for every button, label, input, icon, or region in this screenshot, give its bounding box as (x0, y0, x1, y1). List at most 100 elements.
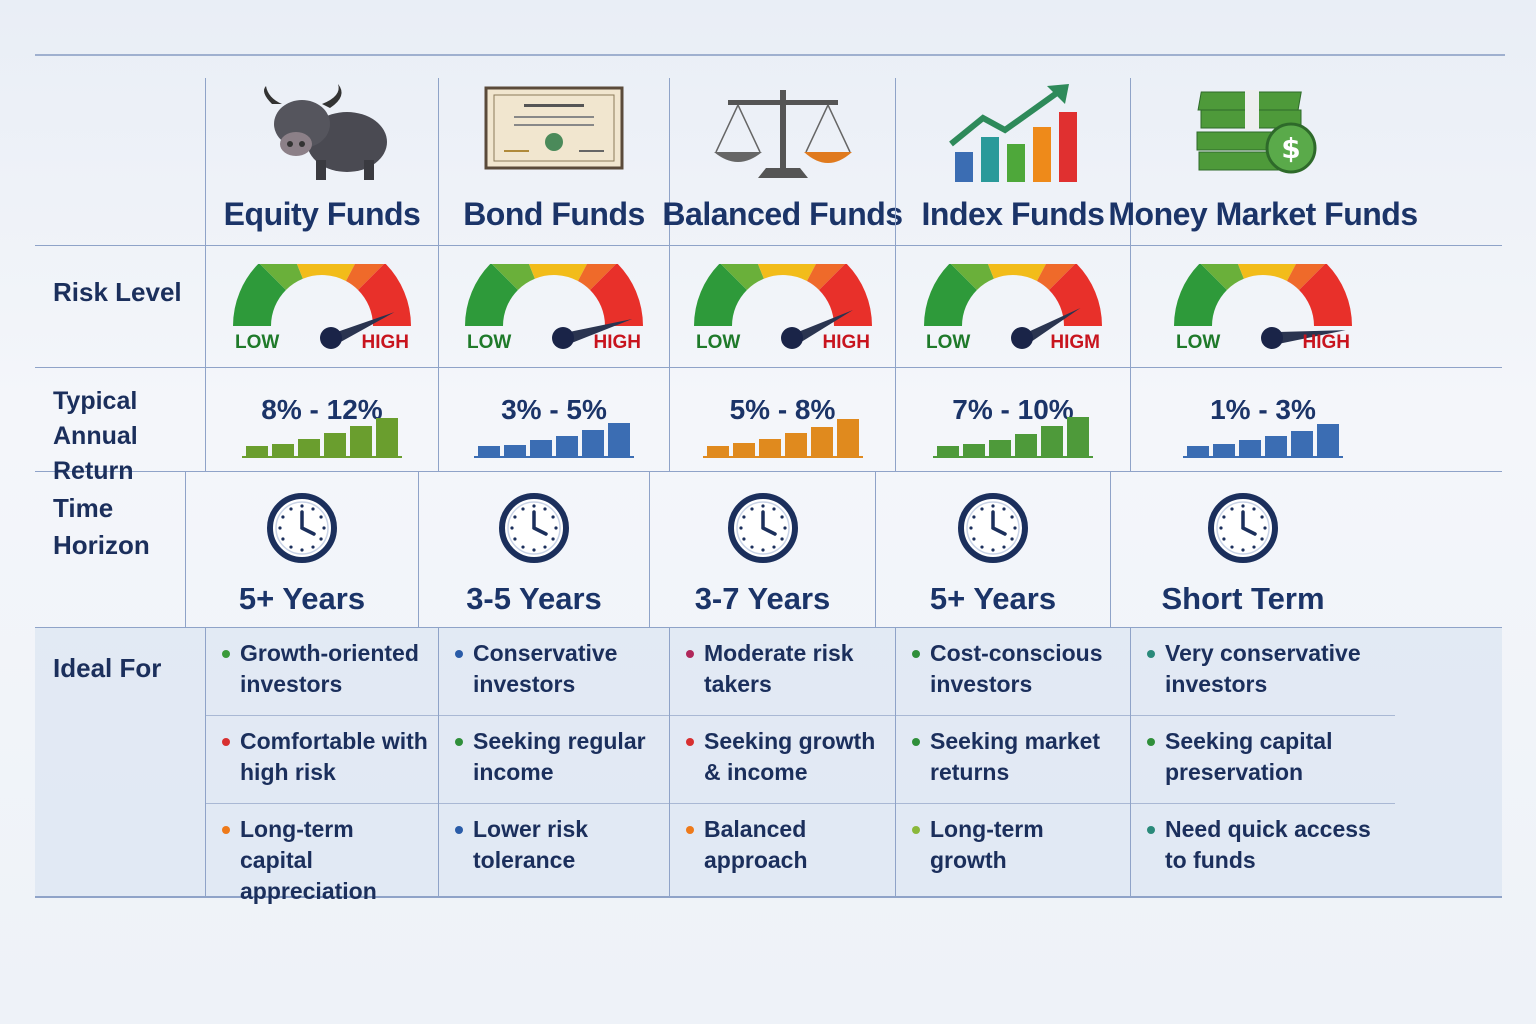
return-bar (1067, 417, 1089, 456)
bullet-icon (912, 826, 920, 834)
time-horizon-value: 3-5 Years (466, 581, 602, 616)
time-cell: 3-7 Years (649, 472, 875, 627)
bull-icon (252, 82, 392, 187)
bullet-icon (686, 826, 694, 834)
ideal-item-text: Long-term growth (930, 816, 1044, 873)
ideal-item-text: Very conservative investors (1165, 640, 1361, 697)
ideal-cell: Cost-conscious investors Seeking market r… (895, 628, 1130, 896)
fund-title: Money Market Funds (1108, 196, 1418, 232)
risk-gauge: LOW HIGH (465, 264, 643, 353)
ideal-item-text: Cost-conscious investors (930, 640, 1103, 697)
gauge-segment (805, 264, 845, 291)
fund-title: Equity Funds (223, 196, 421, 232)
gauge-segment (1201, 264, 1245, 291)
return-bar (324, 433, 346, 456)
ideal-cell: Moderate risk takers Seeking growth & inc… (669, 628, 895, 896)
ideal-item: Seeking regular income (439, 716, 669, 804)
clock-icon (1207, 492, 1279, 569)
return-bar (1265, 436, 1287, 456)
return-bar (1187, 446, 1209, 456)
time-cell: 3-5 Years (418, 472, 649, 627)
time-cell: 5+ Years (185, 472, 418, 627)
risk-cell: LOW HIGH (438, 246, 669, 367)
return-bar (246, 446, 268, 456)
clock-icon (727, 492, 799, 569)
return-bar (758, 439, 781, 456)
ideal-item: Comfortable with high risk (206, 716, 438, 804)
gauge-high-label: HIGH (1303, 332, 1351, 353)
gauge-segment (260, 264, 304, 291)
return-bar (989, 440, 1011, 456)
ideal-item: Moderate risk takers (670, 628, 895, 716)
gauge-segment (951, 264, 995, 291)
ideal-item-text: Moderate risk takers (704, 640, 854, 697)
return-bar (1041, 426, 1063, 456)
return-value: 5% - 8% (729, 394, 836, 425)
ideal-item: Long-term capital appreciation (206, 804, 438, 904)
return-bar (376, 418, 398, 456)
return-bar (1317, 424, 1339, 456)
fund-header: $ Money Market Funds (1108, 78, 1418, 245)
return-bar (963, 444, 985, 456)
gauge-low-label: LOW (1176, 332, 1220, 353)
return-value: 3% - 5% (501, 394, 607, 425)
return-bar (530, 440, 552, 456)
ideal-row: Ideal For Growth-oriented investors Comfor… (35, 628, 1502, 904)
gauge-segment (693, 264, 748, 327)
return-bar (836, 419, 859, 456)
gauge-segment (233, 264, 287, 327)
return-bars (702, 419, 863, 458)
gauge-segment (720, 264, 765, 291)
ideal-item: Seeking market returns (896, 716, 1130, 804)
return-cell: 5% - 8% (669, 368, 895, 471)
gauge-segment (345, 264, 384, 291)
gauge-segment (577, 264, 616, 291)
risk-gauge: LOW HIGH (693, 264, 872, 353)
header-row: Equity Funds Bond Funds Balanced Funds Inde… (35, 78, 1502, 246)
cash-stack-icon: $ (1193, 82, 1333, 187)
ideal-label: Ideal For (53, 653, 162, 683)
ideal-item-text: Seeking growth & income (704, 728, 876, 785)
return-bar (556, 436, 578, 456)
scale-icon (708, 82, 858, 187)
ideal-item: Balanced approach (670, 804, 895, 892)
gauge-low-label: LOW (467, 332, 511, 353)
return-bar (810, 427, 833, 456)
fund-header: Equity Funds (205, 78, 438, 245)
return-cell: 7% - 10% (895, 368, 1130, 471)
return-bars (933, 417, 1093, 458)
bullet-icon (455, 826, 463, 834)
gauge-segment (357, 264, 411, 327)
return-value: 1% - 3% (1210, 394, 1316, 425)
gauge-high-label: HIGH (362, 332, 410, 353)
return-bar (1015, 434, 1037, 456)
ideal-item-text: Seeking regular income (473, 728, 646, 785)
svg-text:$: $ (1281, 132, 1300, 165)
bullet-icon (222, 738, 230, 746)
bullet-icon (1147, 650, 1155, 658)
bullet-icon (686, 738, 694, 746)
ideal-item: Very conservative investors (1131, 628, 1395, 716)
ideal-item: Seeking growth & income (670, 716, 895, 804)
risk-row: Risk Level LOW HIGH LOW HIGH LOW HIGH LOW HIGM LO… (35, 246, 1502, 368)
time-row: Time Horizon 5+ Years 3-5 Years 3-7 Years 5+… (35, 472, 1502, 628)
ideal-item-text: Seeking capital preservation (1165, 728, 1333, 785)
ideal-item: Long-term growth (896, 804, 1130, 892)
bullet-icon (455, 738, 463, 746)
ideal-item: Growth-oriented investors (206, 628, 438, 716)
return-bar (784, 433, 807, 456)
return-bars (474, 420, 634, 458)
time-horizon-value: 5+ Years (238, 581, 366, 616)
fund-title: Bond Funds (463, 196, 645, 232)
risk-cell: LOW HIGH (205, 246, 438, 367)
return-cell: 1% - 3% (1130, 368, 1395, 471)
return-bars (1183, 420, 1343, 458)
ideal-cell: Very conservative investors Seeking capit… (1130, 628, 1395, 896)
clock-icon (266, 492, 338, 569)
gauge-segment (492, 264, 536, 291)
risk-gauge: LOW HIGH (233, 264, 411, 353)
return-bar (350, 426, 372, 456)
bullet-icon (1147, 738, 1155, 746)
ideal-item-text: Need quick access to funds (1165, 816, 1371, 873)
ideal-item-text: Seeking market returns (930, 728, 1101, 785)
